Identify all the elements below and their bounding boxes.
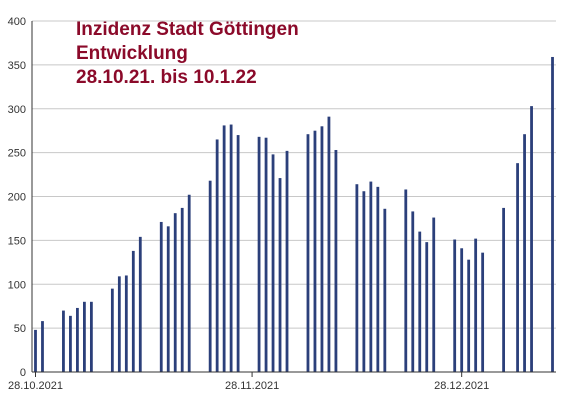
chart-title-line-1: Inzidenz Stadt Göttingen xyxy=(76,19,299,40)
bar: 15.12.2021: 217 xyxy=(369,181,373,372)
bar: 16.12.2021: 211 xyxy=(376,186,380,372)
bar: 15.11.2021: 171 xyxy=(159,221,163,372)
bar: 03.01.2022: 187 xyxy=(502,207,505,372)
bar: 24.12.2021: 176 xyxy=(432,217,436,372)
bar: 06.01.2022: 271 xyxy=(523,134,526,372)
y-tick-label: 0 xyxy=(20,367,26,379)
bar: 26.11.2021: 270 xyxy=(236,135,240,372)
y-tick-label: 250 xyxy=(8,148,26,160)
bar: 17.12.2021: 186 xyxy=(383,208,387,372)
y-tick-label: 400 xyxy=(8,16,26,28)
bar: 07.12.2021: 275 xyxy=(313,130,317,372)
bar: 22.11.2021: 218 xyxy=(208,180,212,372)
bar: 02.11.2021: 64 xyxy=(69,315,72,372)
y-tick-label: 150 xyxy=(8,235,26,247)
bar: 04.11.2021: 80 xyxy=(83,301,86,372)
axes xyxy=(31,21,556,373)
bar: 01.11.2021: 70 xyxy=(62,310,65,372)
bar: 16.11.2021: 166 xyxy=(166,226,170,372)
bar: 19.11.2021: 202 xyxy=(187,194,191,372)
bar: 30.11.2021: 267 xyxy=(264,137,268,372)
bar: 17.11.2021: 181 xyxy=(173,213,177,372)
bar: 30.12.2021: 152 xyxy=(474,238,478,372)
y-tick-label: 300 xyxy=(8,104,26,116)
chart-title-line-3: 28.10.21. bis 10.1.22 xyxy=(76,67,257,88)
bar: 29.11.2021: 268 xyxy=(257,136,261,372)
y-tick-label: 50 xyxy=(14,323,26,335)
bar: 25.11.2021: 282 xyxy=(229,124,233,372)
y-tick-label: 200 xyxy=(8,192,26,204)
y-tick-label: 100 xyxy=(8,279,26,291)
bar: 05.11.2021: 80 xyxy=(89,301,93,372)
bar: 08.12.2021: 280 xyxy=(320,126,324,372)
bar: 14.12.2021: 206 xyxy=(362,191,366,372)
bar: 22.12.2021: 160 xyxy=(418,231,422,372)
x-axis-tick-labels: 28.10.2021 28.11.2021 28.12.2021 xyxy=(8,372,489,392)
bar: 10.12.2021: 253 xyxy=(334,149,338,372)
chart-title-line-2: Entwicklung xyxy=(76,43,188,64)
chart-title: Inzidenz Stadt Göttingen Entwicklung 28.… xyxy=(76,18,299,90)
bar: 09.12.2021: 291 xyxy=(327,116,331,373)
bar: 03.11.2021: 73 xyxy=(76,307,79,372)
x-tick-label: 28.11.2021 xyxy=(225,380,279,392)
gridlines xyxy=(32,20,556,329)
bar: 02.12.2021: 221 xyxy=(278,178,282,372)
bar: 24.11.2021: 281 xyxy=(222,125,226,372)
bar: 13.12.2021: 214 xyxy=(355,184,359,372)
bar: 29.12.2021: 128 xyxy=(467,259,471,372)
bars: 28.10.2021: 48 29.10.2021: 58 01.11.2021: … xyxy=(34,56,554,373)
bar: 10.11.2021: 110 xyxy=(124,275,128,372)
bar: 06.12.2021: 271 xyxy=(306,134,310,372)
bar: 21.12.2021: 183 xyxy=(411,211,415,372)
x-tick-label: 28.12.2021 xyxy=(434,380,489,392)
bar: 18.11.2021: 187 xyxy=(180,207,184,372)
y-axis-tick-labels: 0 50 100 150 200 250 300 350 400 xyxy=(8,16,26,379)
bar: 20.12.2021: 208 xyxy=(404,189,408,372)
bar: 07.01.2022: 303 xyxy=(530,106,533,373)
bar: 01.12.2021: 248 xyxy=(271,154,275,372)
x-tick-label: 28.10.2021 xyxy=(8,380,63,392)
bar: 29.10.2021: 58 xyxy=(41,321,44,372)
bar: 08.11.2021: 95 xyxy=(110,288,114,372)
bar: 23.11.2021: 265 xyxy=(215,139,219,372)
bar: 23.12.2021: 148 xyxy=(425,242,429,372)
bar: 10.01.2022: 359 xyxy=(551,56,554,372)
bar: 12.11.2021: 154 xyxy=(138,236,142,372)
bar: 03.12.2021: 252 xyxy=(285,150,289,372)
y-tick-label: 350 xyxy=(8,60,26,72)
bar: 28.12.2021: 141 xyxy=(460,248,464,372)
bar: 31.12.2021: 136 xyxy=(481,252,485,372)
bar: 09.11.2021: 109 xyxy=(117,276,121,372)
bar: 28.10.2021: 48 xyxy=(34,329,37,372)
bar: 11.11.2021: 138 xyxy=(131,250,135,372)
bar: 05.01.2022: 238 xyxy=(516,163,519,372)
bar: 27.12.2021: 151 xyxy=(453,239,457,372)
